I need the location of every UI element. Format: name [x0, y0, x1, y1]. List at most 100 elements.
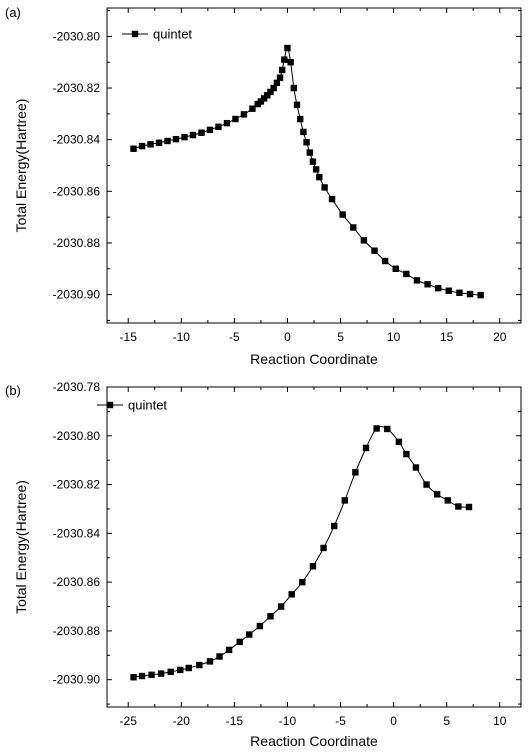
data-point: [435, 284, 442, 292]
data-point: [267, 613, 274, 620]
data-point: [206, 658, 214, 665]
x-tick-label: -25: [120, 714, 138, 728]
series-line: [133, 47, 481, 296]
panel-label: (a): [5, 5, 21, 20]
y-tick-label: -2030.80: [53, 29, 101, 43]
data-point: [130, 145, 137, 152]
plot-frame: [106, 386, 522, 708]
data-point: [477, 291, 484, 299]
x-tick-label: 10: [387, 330, 401, 344]
data-point: [371, 247, 378, 254]
data-point: [148, 671, 155, 679]
data-point: [309, 158, 317, 165]
y-axis-title: Total Energy(Hartree): [13, 99, 29, 233]
x-tick-label: 0: [390, 714, 397, 728]
legend-label: quintet: [128, 398, 167, 413]
data-point: [306, 149, 313, 156]
data-point: [167, 668, 174, 676]
data-point: [232, 115, 239, 123]
data-point: [240, 111, 248, 118]
data-point: [267, 88, 274, 96]
data-point: [155, 139, 163, 146]
x-tick-label: -10: [173, 330, 191, 344]
data-point: [320, 544, 327, 552]
data-point: [381, 257, 389, 265]
x-tick-label: 0: [284, 330, 291, 344]
x-tick-label: -15: [226, 714, 244, 728]
data-point: [281, 56, 288, 63]
y-tick-label: -2030.84: [53, 133, 101, 147]
data-point: [445, 287, 453, 294]
y-tick-label: -2030.82: [53, 478, 101, 492]
data-point: [413, 277, 421, 284]
data-point: [270, 84, 277, 92]
data-point: [249, 105, 256, 112]
data-point: [288, 591, 295, 598]
data-point: [350, 224, 357, 231]
y-tick-label: -2030.90: [53, 673, 101, 687]
data-point: [309, 563, 317, 570]
data-point: [185, 664, 192, 672]
data-point: [328, 195, 336, 203]
data-point: [433, 491, 441, 498]
data-point: [215, 123, 222, 130]
y-tick-label: -2030.88: [53, 236, 101, 250]
data-point: [373, 425, 380, 432]
data-point: [287, 59, 294, 66]
data-point: [198, 129, 205, 136]
y-tick-label: -2030.88: [53, 624, 101, 638]
data-point: [189, 131, 197, 139]
data-point: [362, 444, 370, 452]
data-point: [246, 631, 253, 638]
data-point: [412, 464, 420, 471]
x-tick-label: 10: [493, 714, 507, 728]
series-line: [133, 426, 470, 678]
data-point: [403, 450, 410, 458]
y-tick-label: -2030.82: [53, 81, 101, 95]
data-point: [466, 290, 474, 298]
data-point: [312, 166, 320, 173]
data-point: [130, 674, 137, 681]
y-axis-title: Total Energy(Hartree): [13, 480, 29, 614]
legend-marker: [106, 401, 114, 409]
data-point: [403, 270, 410, 278]
chart-panel-a: (a) -15 -10 -5 0 5 10 15 20 -2030.80 -2030.82 -2030…: [5, 5, 522, 367]
chart-panel-b: (b) -25 -20 -15 -10 -5 0 5 10 -2030.78 -2030.80 -20…: [5, 380, 522, 749]
data-point: [465, 503, 473, 511]
data-point: [299, 578, 306, 586]
data-point: [321, 184, 328, 191]
data-point: [147, 141, 154, 148]
data-point: [352, 469, 359, 476]
data-point: [273, 79, 281, 87]
data-point: [297, 115, 304, 123]
x-tick-label: -5: [335, 714, 346, 728]
data-point: [277, 603, 285, 610]
y-tick-label: -2030.80: [53, 429, 101, 443]
y-tick-label: -2030.78: [53, 380, 101, 394]
data-point: [196, 661, 203, 669]
data-point: [138, 142, 146, 150]
x-tick-label: 5: [337, 330, 344, 344]
data-point: [303, 139, 310, 146]
data-point: [236, 638, 243, 646]
data-point: [423, 481, 430, 488]
y-tick-label: -2030.86: [53, 575, 101, 589]
data-point: [330, 522, 338, 530]
x-tick-label: -20: [173, 714, 191, 728]
x-tick-label: -10: [279, 714, 297, 728]
data-point: [300, 128, 307, 136]
data-point: [278, 66, 286, 74]
data-point: [177, 666, 184, 674]
y-tick-label: -2030.90: [53, 288, 101, 302]
data-point: [216, 653, 223, 660]
legend-marker: [131, 30, 139, 38]
x-axis-title: Reaction Coordinate: [250, 733, 378, 749]
data-point: [293, 101, 301, 109]
data-point: [360, 237, 368, 244]
data-point: [172, 135, 180, 143]
data-point: [455, 503, 462, 510]
data-point: [164, 137, 171, 145]
data-point: [276, 74, 284, 81]
data-point: [138, 672, 146, 680]
